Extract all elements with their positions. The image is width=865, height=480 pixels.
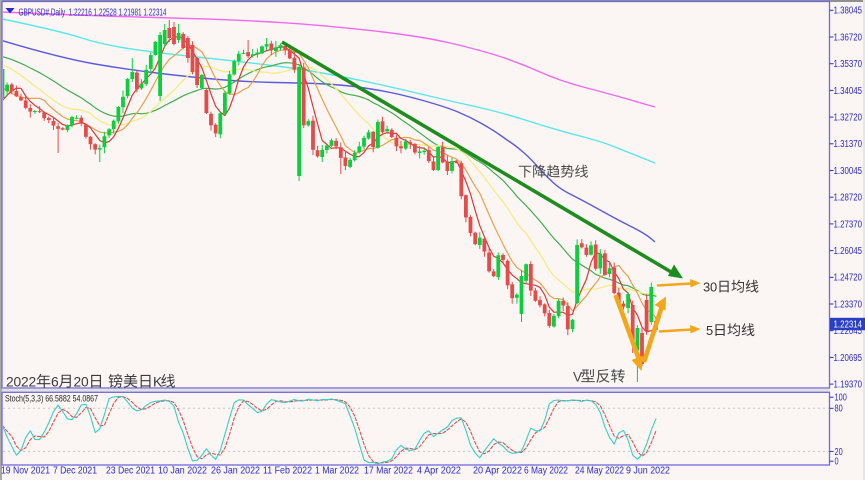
svg-text:17 Mar 2022: 17 Mar 2022	[364, 466, 413, 477]
svg-text:0: 0	[835, 457, 840, 468]
svg-text:24 May 2022: 24 May 2022	[575, 466, 624, 477]
svg-text:9 Jun 2022: 9 Jun 2022	[626, 466, 670, 477]
svg-text:20: 20	[835, 447, 844, 458]
svg-text:1.30045: 1.30045	[834, 166, 863, 177]
svg-text:K: K	[153, 375, 163, 390]
svg-text:V: V	[573, 370, 583, 385]
svg-text:1 Mar 2022: 1 Mar 2022	[315, 466, 359, 477]
svg-text:1.28720: 1.28720	[834, 193, 863, 204]
svg-text:GBPUSD#,Daily 1.22216 1.22528: GBPUSD#,Daily 1.22216 1.22528 1.21981 1.…	[19, 8, 167, 19]
svg-text:0: 0	[710, 280, 717, 295]
svg-text:1.22045: 1.22045	[834, 326, 863, 337]
svg-text:1.22314: 1.22314	[834, 319, 863, 330]
svg-text:80: 80	[835, 404, 844, 415]
svg-text:2: 2	[21, 375, 29, 390]
svg-text:1.32720: 1.32720	[834, 113, 863, 124]
svg-text:6: 6	[51, 375, 59, 390]
svg-text:11 Feb 2022: 11 Feb 2022	[263, 466, 312, 477]
svg-text:20 Apr 2022: 20 Apr 2022	[473, 466, 522, 477]
svg-text:0: 0	[14, 375, 22, 390]
svg-text:2: 2	[29, 375, 37, 390]
svg-text:1.36720: 1.36720	[834, 32, 863, 43]
svg-text:2: 2	[6, 375, 14, 390]
svg-text:1.34045: 1.34045	[834, 86, 863, 97]
svg-text:1.19370: 1.19370	[834, 380, 863, 391]
svg-text:1.31370: 1.31370	[834, 139, 863, 150]
svg-text:26 Jan 2022: 26 Jan 2022	[211, 466, 260, 477]
svg-text:7 Dec 2021: 7 Dec 2021	[53, 466, 97, 477]
svg-text:1.26045: 1.26045	[834, 246, 863, 257]
svg-text:5: 5	[706, 323, 713, 338]
svg-text:10 Jan 2022: 10 Jan 2022	[158, 466, 207, 477]
svg-text:4 Apr 2022: 4 Apr 2022	[417, 466, 461, 477]
svg-text:1.38045: 1.38045	[834, 6, 863, 17]
svg-text:0: 0	[81, 375, 89, 390]
svg-text:100: 100	[835, 393, 848, 404]
svg-text:Stoch(5,3,3) 66.5882 54.0867: Stoch(5,3,3) 66.5882 54.0867	[5, 392, 98, 403]
svg-text:1.20695: 1.20695	[834, 353, 863, 364]
svg-text:6 May 2022: 6 May 2022	[524, 466, 568, 477]
svg-text:3: 3	[703, 280, 710, 295]
svg-text:1.23370: 1.23370	[834, 299, 863, 310]
svg-text:1.35370: 1.35370	[834, 59, 863, 70]
svg-text:1.27370: 1.27370	[834, 219, 863, 230]
svg-text:19 Nov 2021: 19 Nov 2021	[1, 466, 50, 477]
svg-text:2: 2	[74, 375, 82, 390]
svg-text:23 Dec 2021: 23 Dec 2021	[106, 466, 155, 477]
svg-text:1.24720: 1.24720	[834, 273, 863, 284]
